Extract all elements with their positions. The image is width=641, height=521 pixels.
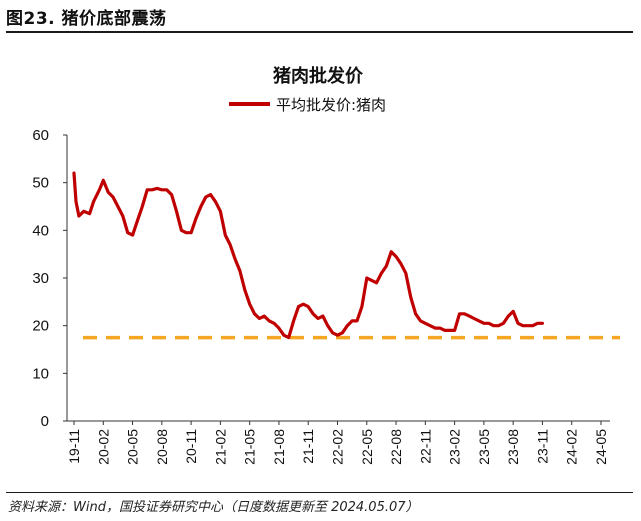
x-tick-label: 21-11 — [300, 429, 316, 464]
y-tick-label: 30 — [32, 270, 49, 287]
x-tick-label: 23-05 — [476, 429, 492, 465]
y-tick-label: 0 — [41, 413, 49, 430]
y-tick-label: 60 — [32, 127, 49, 144]
x-tick-label: 24-05 — [593, 429, 609, 465]
x-tick-label: 22-02 — [330, 429, 346, 465]
x-tick-label: 22-08 — [388, 429, 404, 465]
x-tick-label: 21-08 — [271, 429, 287, 465]
x-tick-label: 23-02 — [447, 429, 463, 465]
figure-title: 图23. 猪价底部震荡 — [6, 9, 167, 29]
bottom-rule — [6, 492, 633, 493]
chart-title: 猪肉批发价 — [272, 65, 364, 87]
x-tick-label: 20-05 — [125, 429, 141, 465]
x-tick-label: 24-02 — [564, 429, 580, 465]
x-tick-label: 21-02 — [212, 429, 228, 465]
marks — [72, 171, 620, 340]
legend-label: 平均批发价:猪肉 — [276, 96, 386, 114]
y-tick-label: 20 — [32, 318, 49, 335]
x-tick-label: 21-05 — [242, 429, 258, 465]
x-tick-label: 19-11 — [66, 429, 82, 464]
source-note: 资料来源：Wind，国投证券研究中心（日度数据更新至 2024.05.07） — [8, 500, 419, 515]
x-tick-label: 22-05 — [359, 429, 375, 465]
y-tick-label: 10 — [32, 365, 49, 382]
legend: 平均批发价:猪肉 — [229, 96, 386, 114]
x-tick-label: 22-11 — [417, 429, 433, 464]
top-rule — [6, 31, 633, 33]
x-tick-label: 20-02 — [95, 429, 111, 465]
x-tick-label: 20-11 — [183, 429, 199, 464]
y-tick-label: 40 — [32, 222, 49, 239]
series-line-pork-price — [72, 171, 544, 340]
y-tick-label: 50 — [32, 175, 49, 192]
x-tick-label: 23-11 — [534, 429, 550, 464]
x-tick-label: 23-08 — [505, 429, 521, 465]
axes: 0 10 20 30 40 50 60 19-11 20-02 20-05 20-08 20-11 21… — [32, 127, 610, 465]
x-tick-label: 20-08 — [154, 429, 170, 465]
